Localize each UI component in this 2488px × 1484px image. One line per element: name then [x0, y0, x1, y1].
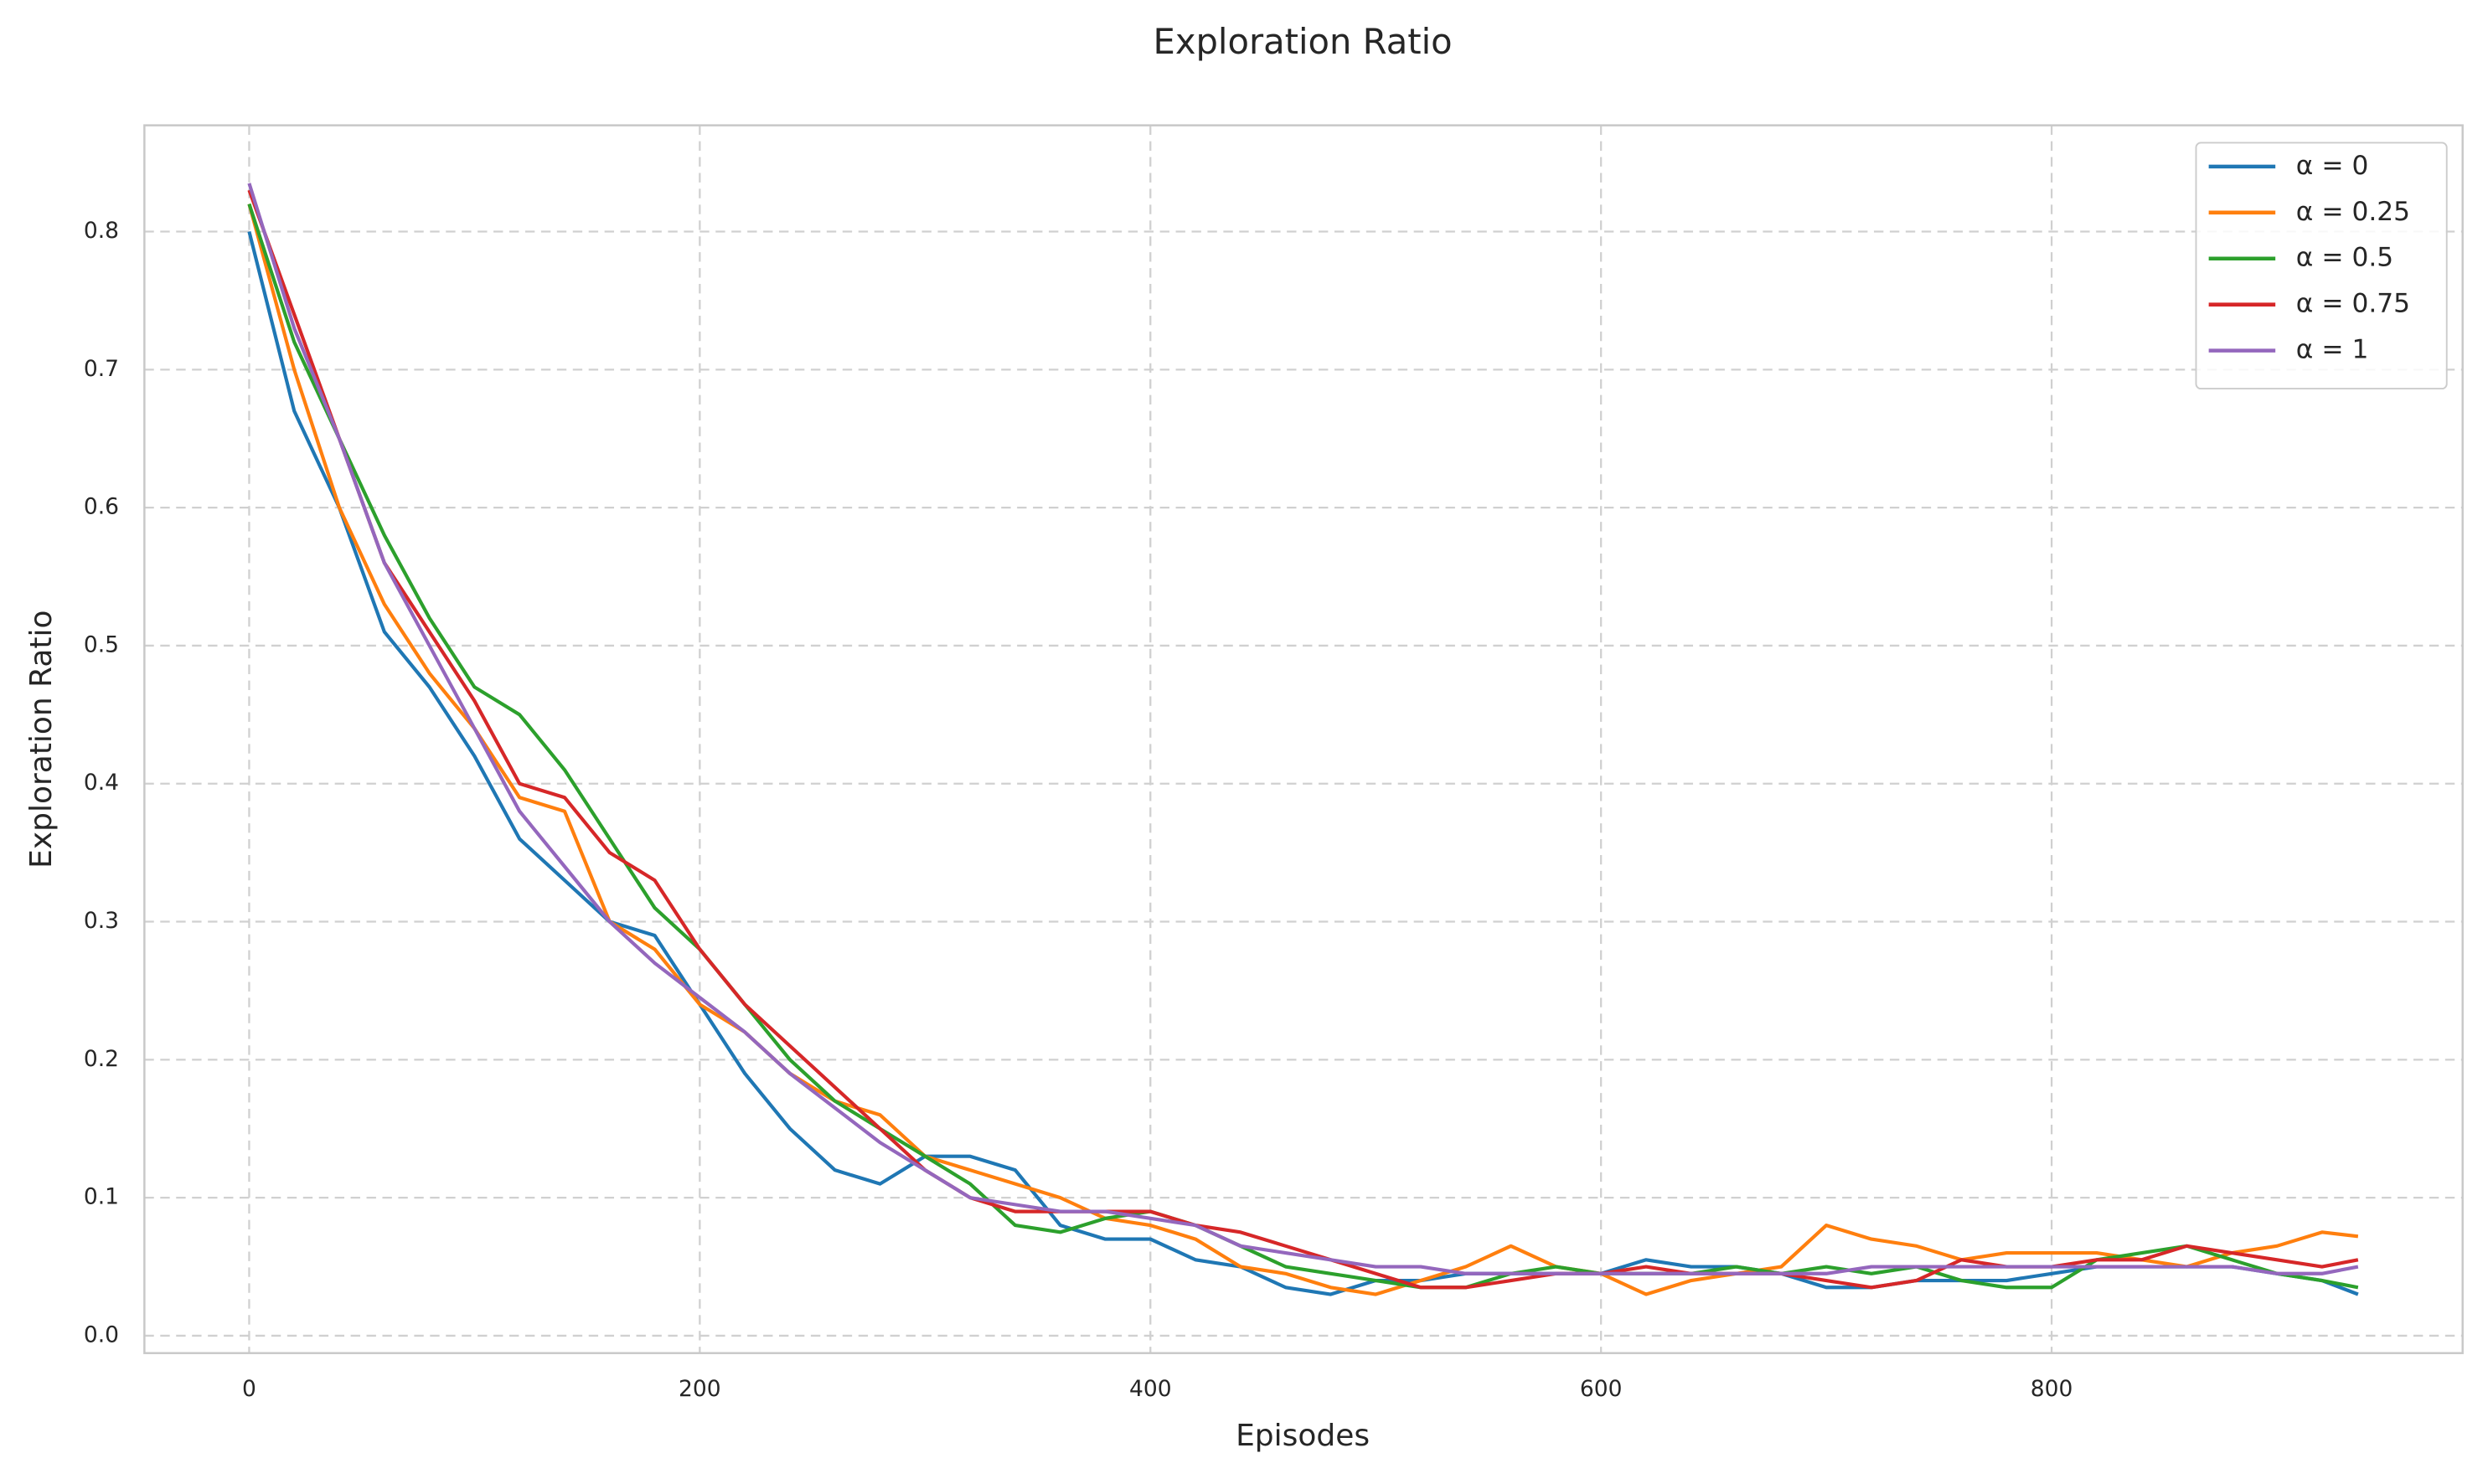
- legend-label: α = 1: [2296, 335, 2369, 365]
- legend-label: α = 0.5: [2296, 243, 2393, 273]
- series-line: [247, 204, 2359, 1296]
- series-line: [247, 189, 2359, 1290]
- y-tick-label: 0.7: [84, 356, 119, 382]
- x-tick-label: 800: [2031, 1376, 2073, 1402]
- x-tick-label: 0: [242, 1376, 256, 1402]
- y-tick-label: 0.8: [84, 218, 119, 244]
- legend-label: α = 0.25: [2296, 197, 2410, 227]
- legend-box: [2195, 142, 2448, 390]
- plot-frame: [143, 124, 2464, 1354]
- chart-title: Exploration Ratio: [1154, 21, 1453, 62]
- y-tick-label: 0.4: [84, 770, 119, 796]
- y-tick-label: 0.3: [84, 908, 119, 934]
- series-line: [247, 231, 2359, 1296]
- x-tick-label: 200: [679, 1376, 721, 1402]
- series-line: [247, 203, 2359, 1290]
- y-axis-label: Exploration Ratio: [24, 610, 59, 868]
- x-tick-label: 400: [1129, 1376, 1172, 1402]
- y-tick-label: 0.2: [84, 1046, 119, 1072]
- y-tick-label: 0.1: [84, 1184, 119, 1210]
- x-tick-label: 600: [1580, 1376, 1623, 1402]
- y-tick-label: 0.0: [84, 1322, 119, 1347]
- legend-label: α = 0.75: [2296, 289, 2410, 319]
- legend-label: α = 0: [2296, 151, 2369, 181]
- series-line: [247, 183, 2359, 1275]
- y-tick-label: 0.5: [84, 631, 119, 657]
- y-tick-label: 0.6: [84, 494, 119, 520]
- x-axis-label: Episodes: [1236, 1419, 1370, 1453]
